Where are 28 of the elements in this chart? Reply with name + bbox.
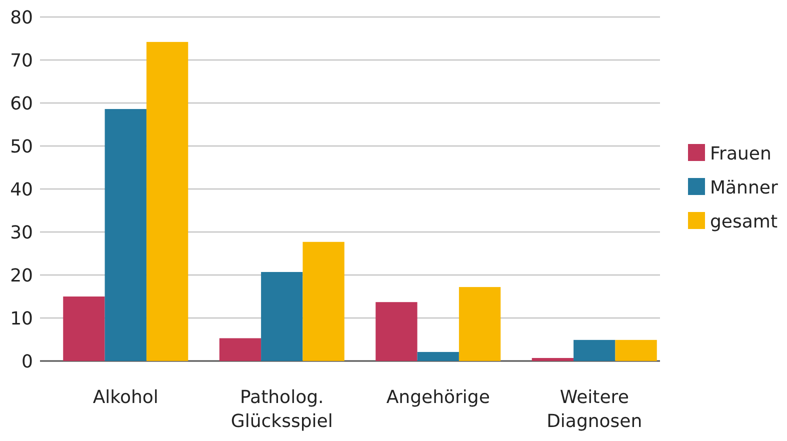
x-tick-label: Patholog. Glücksspiel [230,387,333,432]
bar [219,338,262,361]
x-tick-label: Alkohol [92,387,158,408]
bar [615,340,657,361]
bar [458,287,501,361]
legend-label: Frauen [710,143,772,164]
x-tick-label: Weitere Diagnosen [546,387,642,432]
bar [63,296,105,361]
bar [146,42,188,361]
legend-label: gesamt [710,211,778,232]
bar [532,358,574,361]
legend-label: Männer [710,177,778,198]
y-tick-label: 20 [10,265,33,286]
y-tick-label: 60 [10,93,33,114]
bar [302,242,344,361]
bar [104,109,146,361]
y-tick-label: 30 [10,222,33,244]
y-tick-label: 70 [10,50,33,72]
y-tick-label: 50 [10,136,33,158]
bar [261,272,303,361]
bar [376,302,418,361]
y-tick-label: 80 [10,7,33,28]
y-tick-label: 0 [22,351,33,372]
y-tick-label: 40 [10,179,33,200]
bar [574,340,616,361]
x-tick-label: Angehörige [386,387,490,408]
bar [417,352,459,361]
y-tick-label: 10 [10,308,33,330]
